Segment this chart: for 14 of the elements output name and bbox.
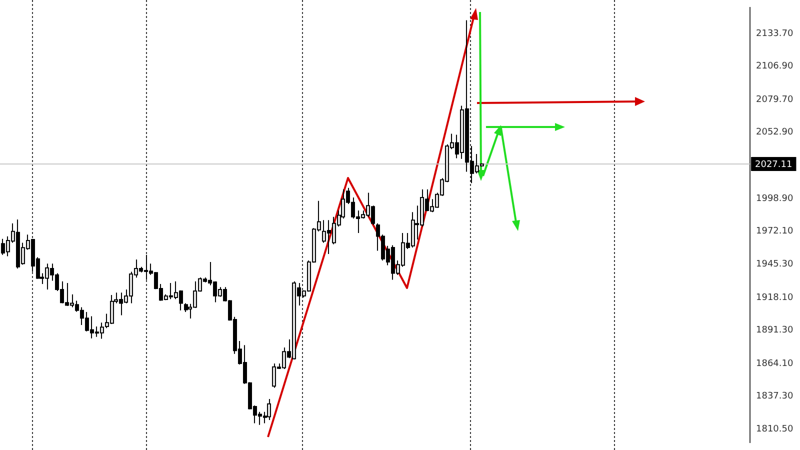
candlestick [267,398,271,420]
y-tick-label: 1945.30 [756,259,794,270]
y-tick-label: 1998.90 [756,194,794,204]
y-tick-label: 1837.30 [756,392,794,402]
y-tick-label: 2052.90 [756,128,794,138]
y-tick-label: 1918.10 [756,292,794,303]
y-tick-label: 1864.10 [756,358,794,369]
y-tick-label: 2079.70 [756,94,794,105]
ref-line-label: 2027.11 [755,160,792,170]
y-tick-label: 1972.10 [756,226,794,237]
y-tick-label: 1891.30 [756,326,794,336]
y-tick-label: 1810.50 [756,424,794,434]
y-tick-label: 2133.70 [756,28,794,39]
y-tick-label: 2106.90 [756,62,794,72]
